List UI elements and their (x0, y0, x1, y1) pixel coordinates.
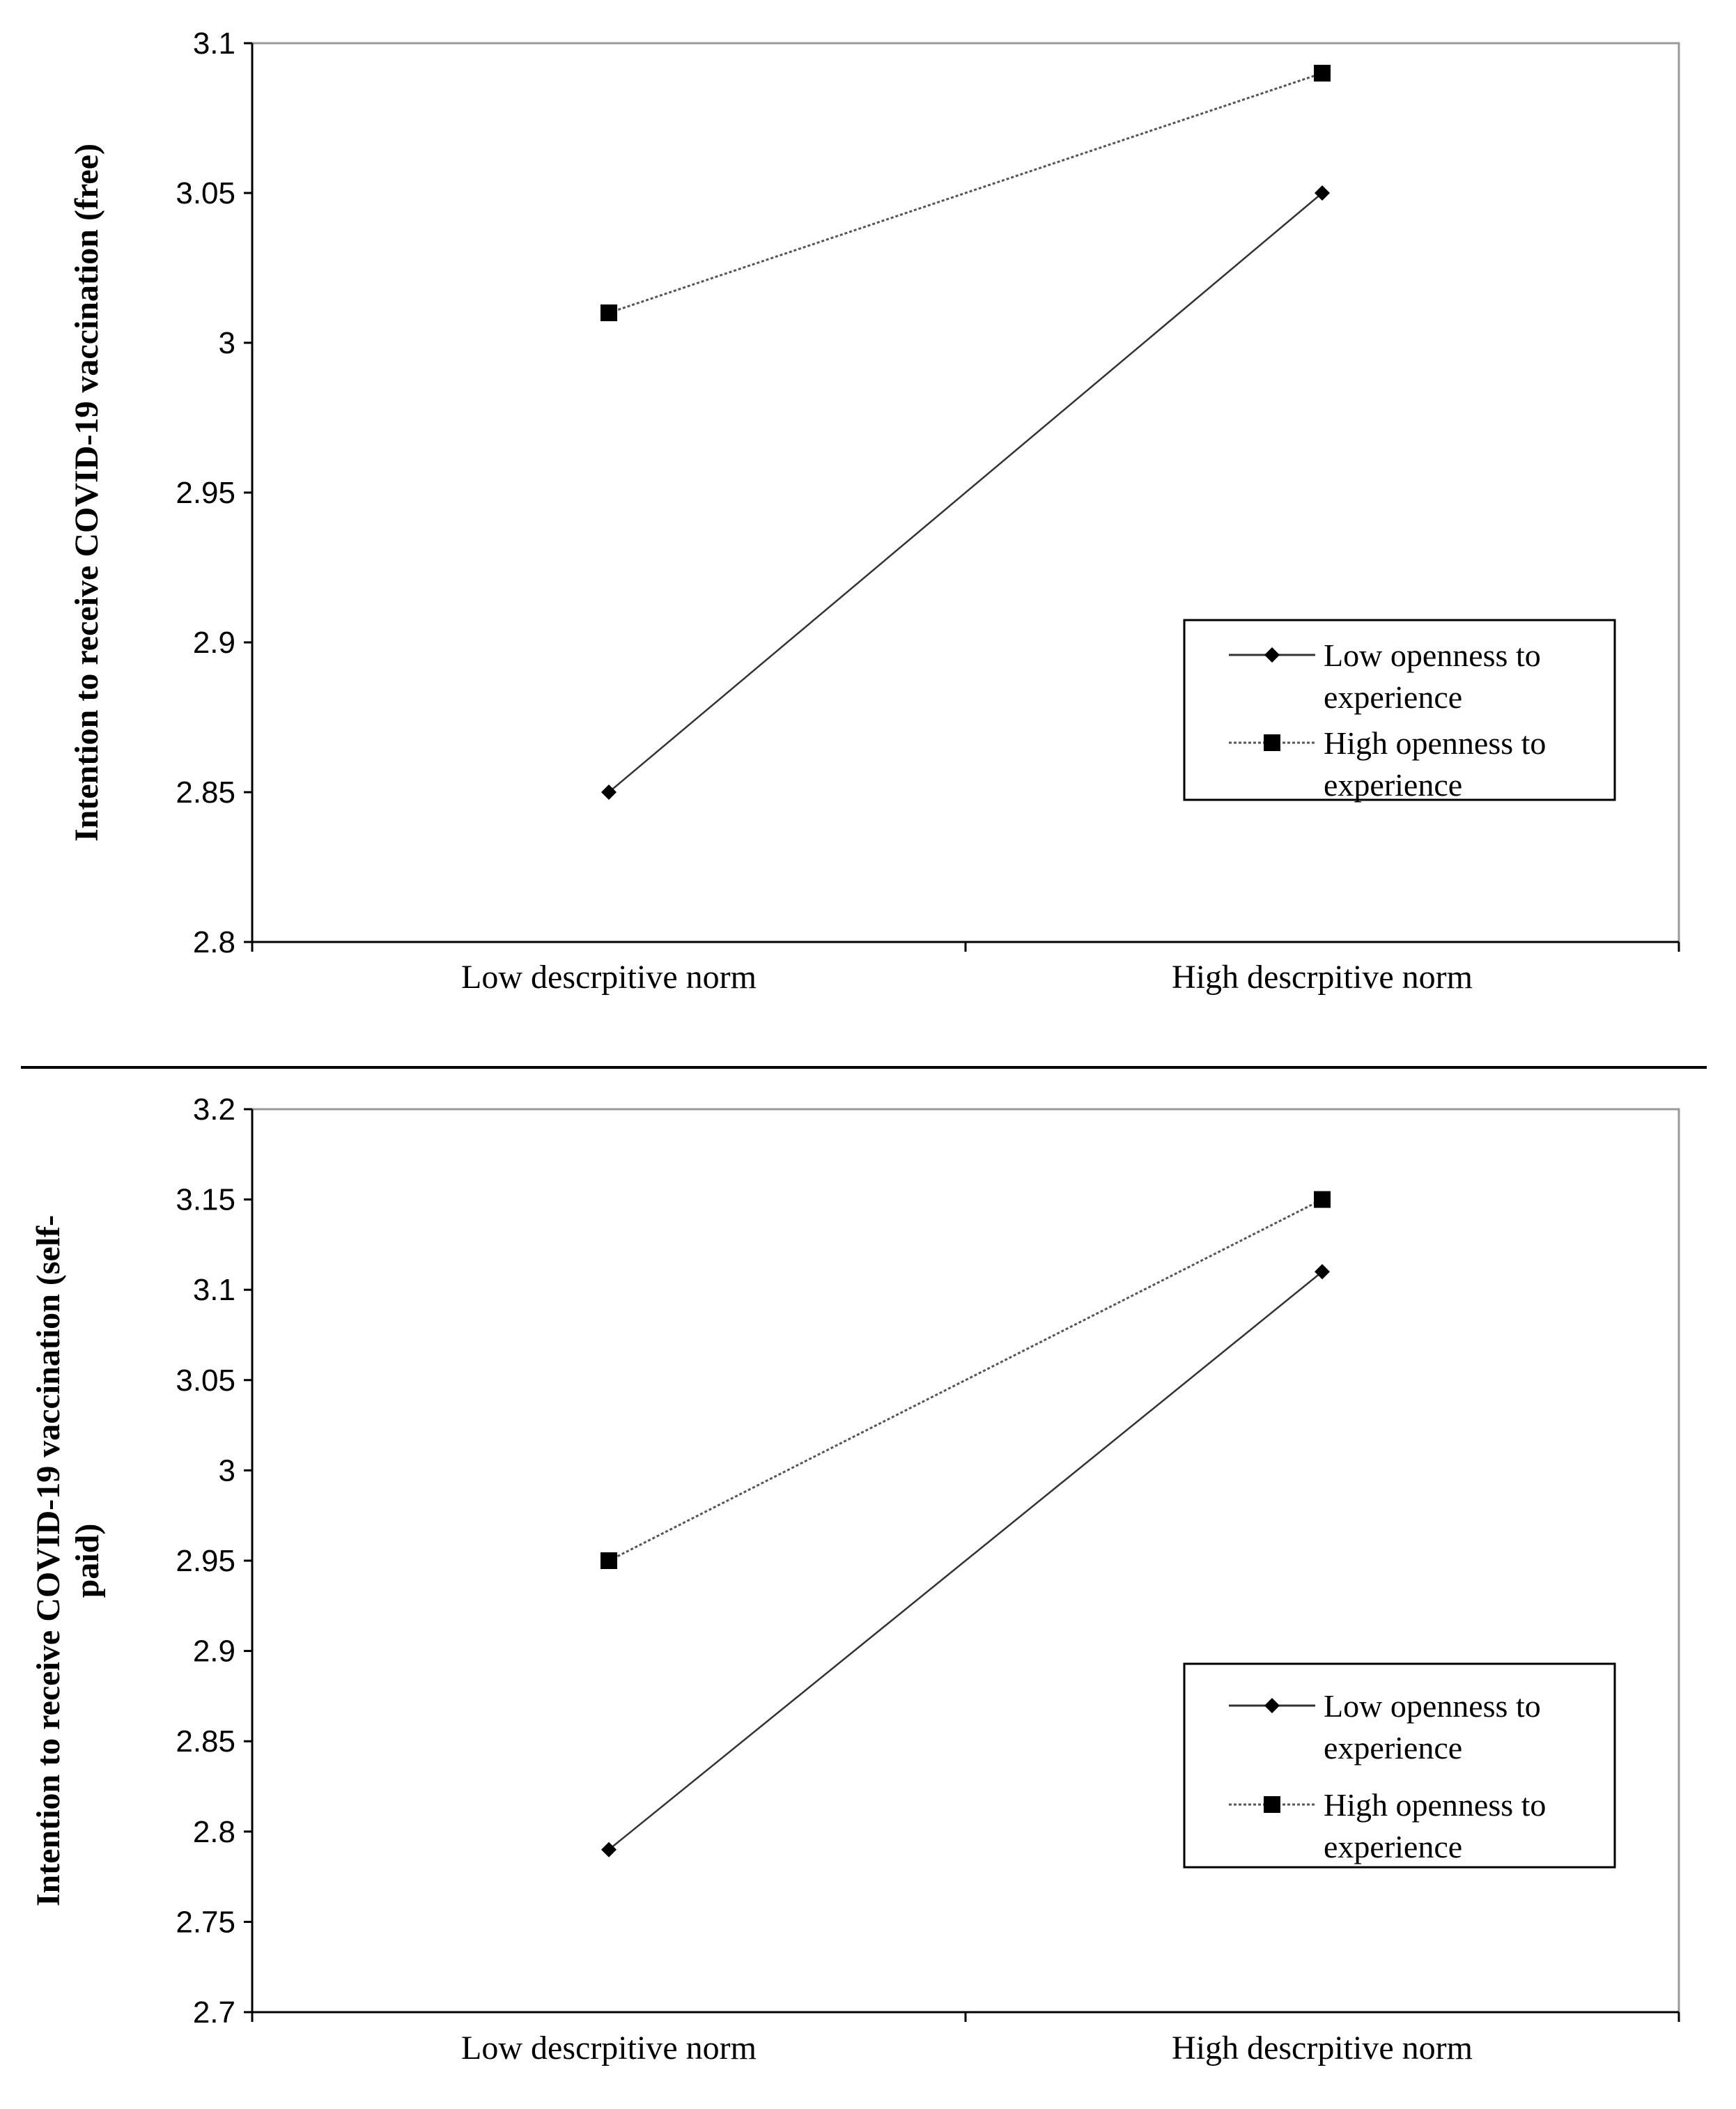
y-tick-label: 3.1 (193, 26, 235, 61)
legend-label: Low openness to (1324, 638, 1541, 673)
y-tick-label: 2.8 (193, 925, 235, 959)
chart-free: 2.8 2.85 2.9 2.95 3 3.05 3.1 Low descrpitive no… (68, 26, 1680, 996)
y-tick-label: 3.15 (176, 1183, 235, 1217)
y-tick-label: 2.9 (193, 626, 235, 660)
y-tick-label: 2.9 (193, 1635, 235, 1669)
data-point (1314, 65, 1331, 82)
series-line (608, 192, 1323, 793)
legend-box (1183, 619, 1616, 801)
x-tick-label: Low descrpitive norm (461, 959, 757, 996)
data-point (600, 304, 617, 321)
y-tick-label: 2.85 (176, 1724, 235, 1759)
legend-label: High openness to (1324, 725, 1546, 761)
y-tick-label: 2.85 (176, 775, 235, 810)
legend-label: Low openness to (1324, 1688, 1541, 1724)
legend-marker (1264, 647, 1280, 663)
data-point (600, 1552, 617, 1569)
y-tick-label: 3 (219, 326, 235, 360)
x-tick-label: High descrpitive norm (1172, 2030, 1473, 2066)
legend-box (1183, 1662, 1616, 1869)
legend-marker (1264, 734, 1280, 751)
series-line (608, 1198, 1323, 1562)
legend-label: High openness to (1324, 1787, 1546, 1823)
legend-marker (1264, 1698, 1280, 1713)
x-tick-label: Low descrpitive norm (461, 2030, 757, 2066)
y-tick-label: 2.95 (176, 476, 235, 510)
legend-marker (1264, 1796, 1280, 1813)
series-line (608, 72, 1323, 314)
x-tick-label: High descrpitive norm (1172, 959, 1473, 996)
legend-label: experience (1324, 679, 1462, 715)
y-tick-label: 2.95 (176, 1544, 235, 1578)
y-axis-title-line: Intention to receive COVID-19 vaccinatio… (68, 144, 105, 842)
y-tick-label: 3.05 (176, 1363, 235, 1398)
y-tick-label: 3 (219, 1453, 235, 1488)
y-axis-title: Intention to receive COVID-19 vaccinatio… (30, 1215, 106, 1906)
data-point (1315, 185, 1330, 201)
y-tick-label: 2.8 (193, 1815, 235, 1849)
data-point (601, 1841, 617, 1857)
y-axis-title-line: paid) (69, 1524, 106, 1598)
legend-label: experience (1324, 1829, 1462, 1864)
y-tick-label: 3.05 (176, 176, 235, 210)
data-point (601, 785, 617, 800)
y-axis-title: Intention to receive COVID-19 vaccinatio… (68, 144, 105, 842)
data-point (1314, 1191, 1331, 1208)
data-point (1315, 1264, 1330, 1280)
legend-label: experience (1324, 767, 1462, 803)
y-tick-label: 3.2 (193, 1092, 235, 1127)
y-tick-label: 2.75 (176, 1905, 235, 1939)
legend-label: experience (1324, 1730, 1462, 1766)
y-tick-label: 3.1 (193, 1273, 235, 1307)
chart-self-paid: 2.7 2.75 2.8 2.85 2.9 2.95 3 3.05 3.1 3.15 3.2 Low … (30, 1092, 1680, 2066)
y-tick-label: 2.7 (193, 1995, 235, 2030)
series-line (608, 1271, 1323, 1851)
y-axis-title-line: Intention to receive COVID-19 vaccinatio… (30, 1215, 67, 1906)
